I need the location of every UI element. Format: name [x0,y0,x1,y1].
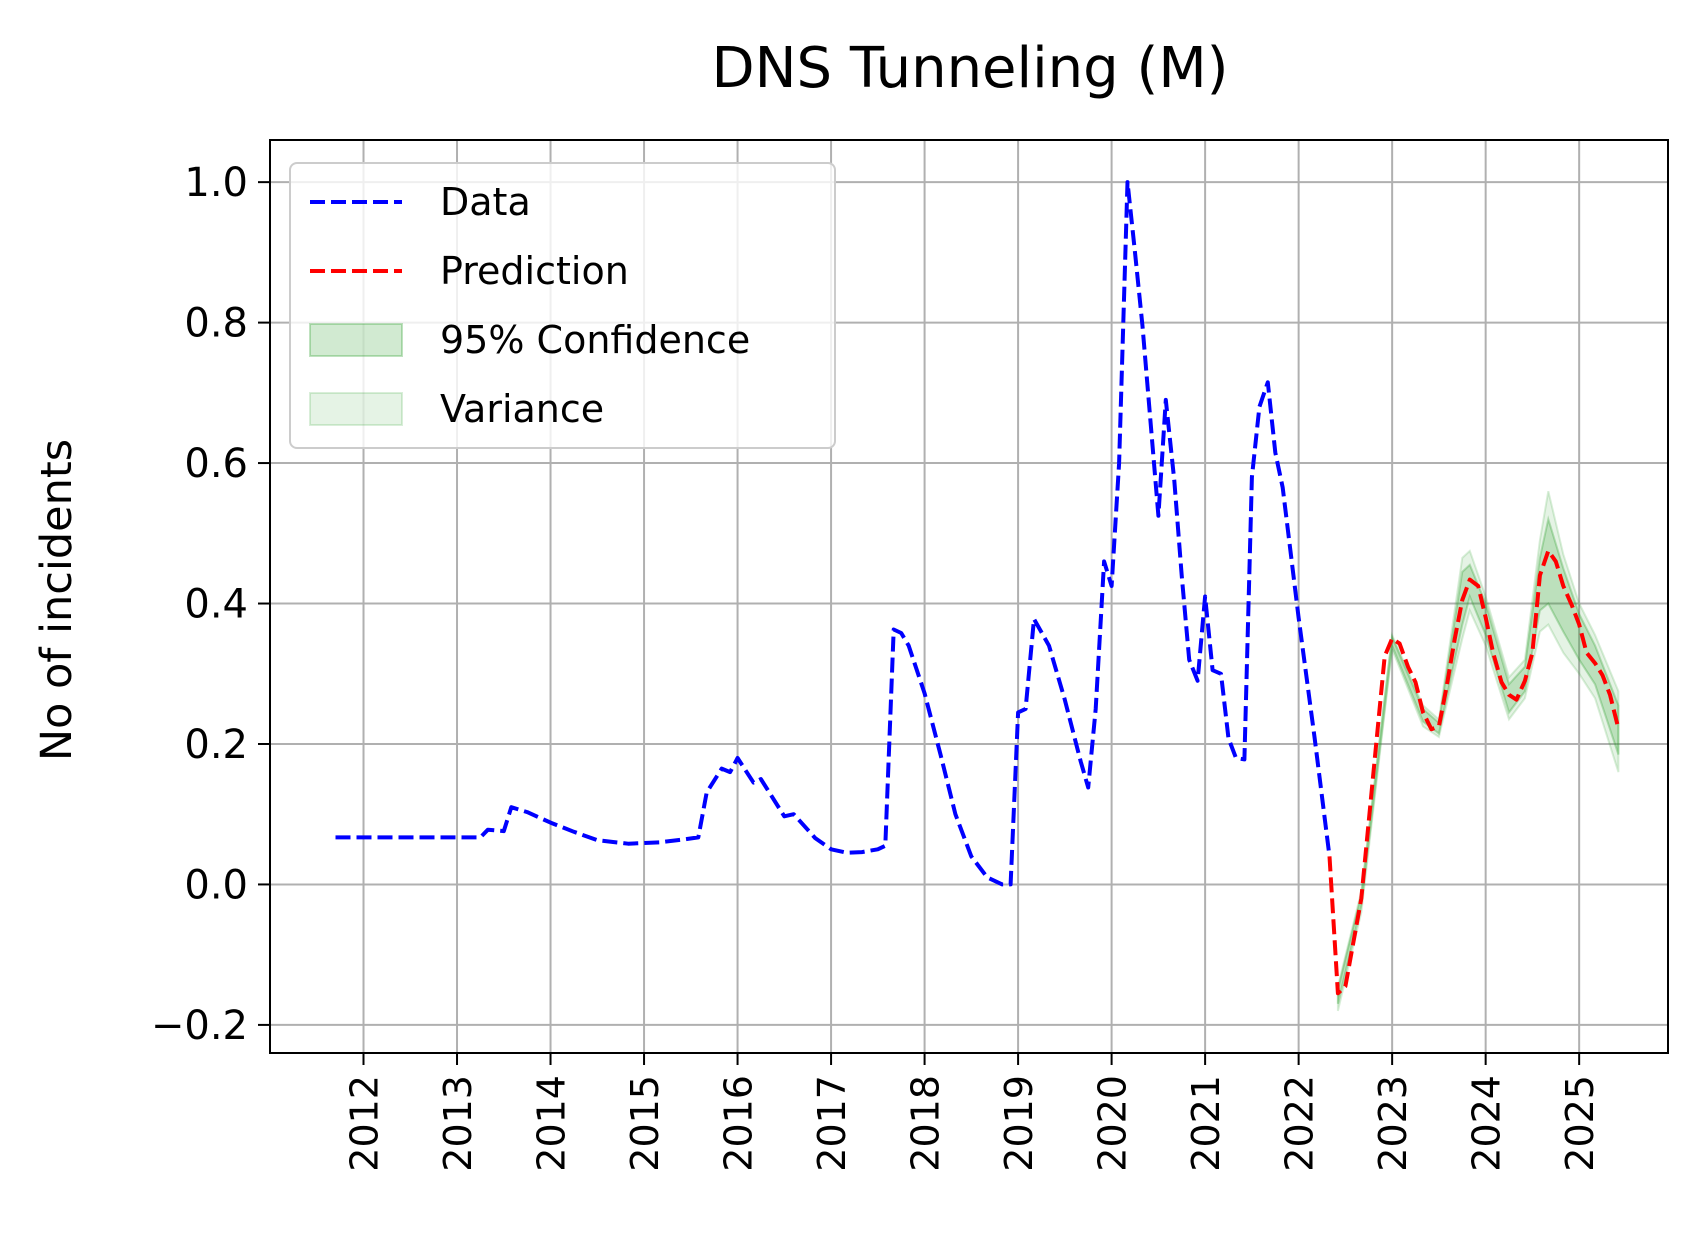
x-tick-label: 2022 [1278,1075,1322,1172]
x-tick-label: 2020 [1091,1075,1135,1172]
plot-frame [269,139,1669,1054]
y-tick-label: 0.6 [184,441,248,487]
y-axis-label: No of incidents [32,439,82,761]
y-tick-label: −0.2 [151,1003,248,1049]
y-tick-label: 0.0 [184,862,248,908]
x-tick-label: 2023 [1371,1075,1415,1172]
x-tick-label: 2018 [904,1075,948,1172]
x-tick-label: 2012 [343,1075,387,1172]
x-tick-label: 2014 [530,1075,574,1172]
legend: Data Prediction 95% Confidence Variance [289,162,836,449]
legend-swatch-variance [309,392,403,426]
legend-swatch-confidence [309,323,403,357]
y-tick-label: 0.2 [184,722,248,768]
variance-band [1336,490,1620,1012]
x-tick-label: 2017 [810,1075,854,1172]
x-tick-label: 2016 [717,1075,761,1172]
y-tick-label: 1.0 [184,160,248,206]
y-tick-label: 0.8 [184,301,248,347]
prediction-series-line [1327,548,1621,996]
data-series-line [335,180,1332,887]
x-tick-label: 2013 [436,1075,480,1172]
x-tick-label: 2024 [1465,1075,1509,1172]
x-tick-label: 2021 [1184,1075,1228,1172]
bands [1336,490,1620,1012]
legend-label: Prediction [440,249,629,293]
chart-title: DNS Tunneling (M) [712,36,1229,101]
legend-label: Data [440,180,531,224]
legend-box [289,162,836,449]
x-tick-label: 2019 [997,1075,1041,1172]
x-tick-label: 2015 [623,1075,667,1172]
legend-label: 95% Confidence [440,318,750,362]
series-lines [335,180,1621,996]
legend-label: Variance [440,387,604,431]
confidence-band [1336,515,1620,1005]
x-tick-label: 2025 [1558,1075,1602,1172]
y-tick-label: 0.4 [184,582,248,628]
ticks: 2012 2013 2014 2015 2016 2017 2018 2019 2020 2021… [151,160,1602,1172]
